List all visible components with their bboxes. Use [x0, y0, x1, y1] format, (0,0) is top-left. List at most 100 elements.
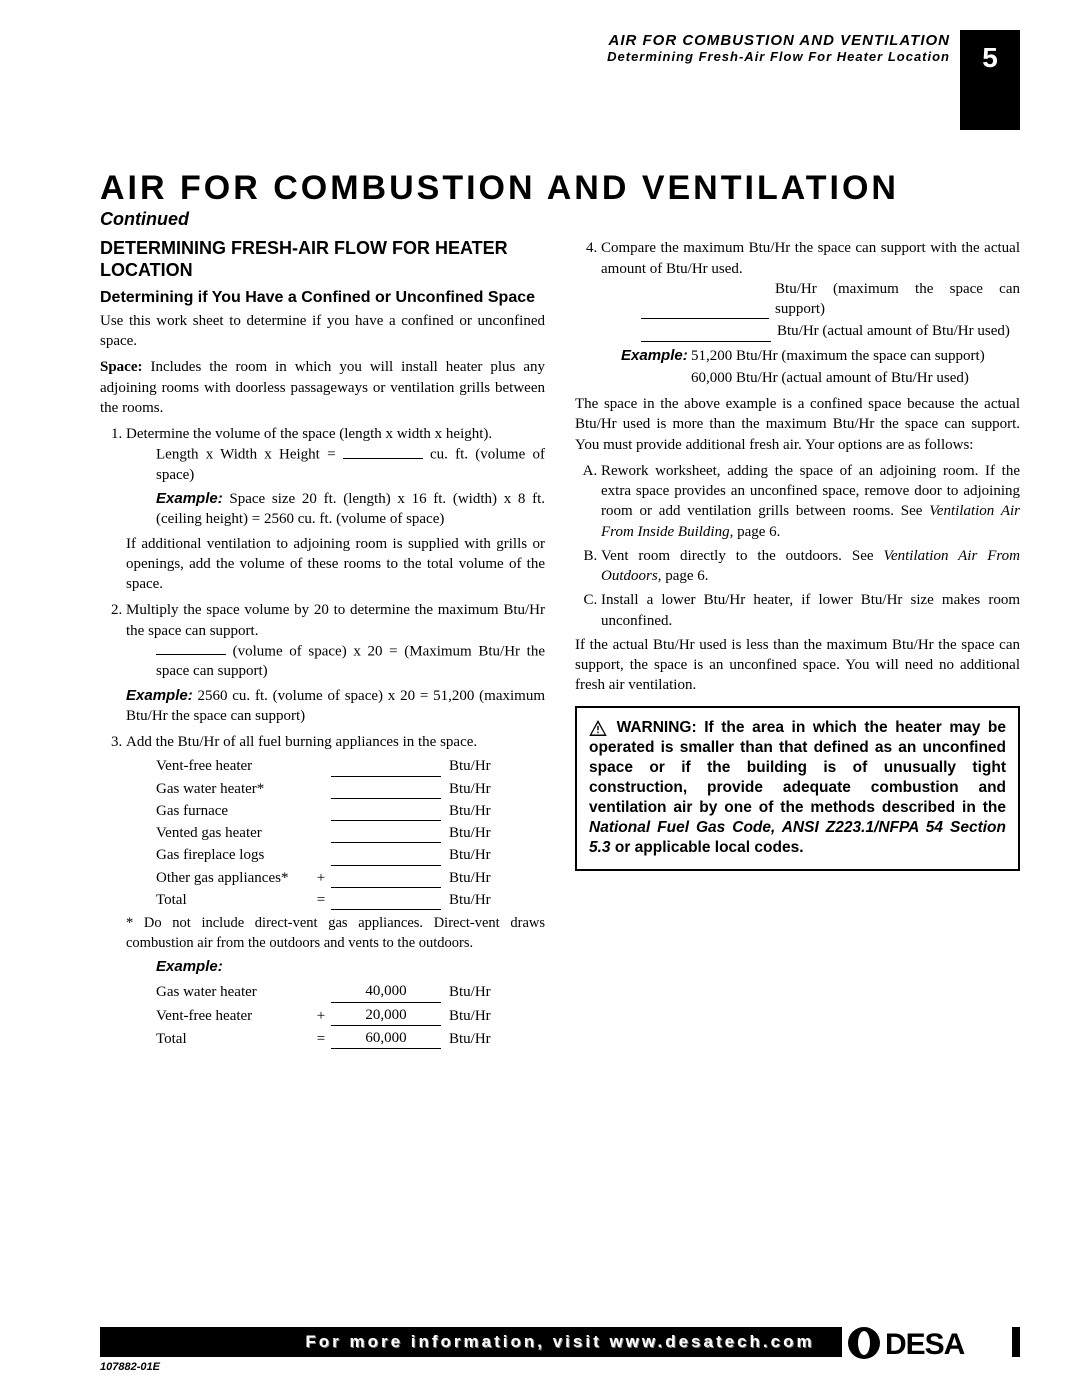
footer-text: For more information, visit www.desatech…: [305, 1332, 814, 1352]
step1-text: Determine the volume of the space (lengt…: [126, 426, 492, 442]
unit-label: Btu/Hr: [441, 779, 491, 799]
value-field[interactable]: [331, 887, 441, 888]
content-columns: DETERMINING FRESH-AIR FLOW FOR HEATER LO…: [100, 238, 1020, 1055]
step1-formula-pre: Length x Width x Height =: [156, 447, 343, 463]
btu-blank-lines: Btu/Hr (maximum the space can support) B…: [641, 279, 1020, 342]
page: AIR FOR COMBUSTION AND VENTILATION Deter…: [0, 0, 1080, 1397]
left-column: DETERMINING FRESH-AIR FLOW FOR HEATER LO…: [100, 238, 545, 1055]
table-row: Total=Btu/Hr: [156, 890, 545, 910]
brand-logo: DESA: [842, 1325, 1012, 1361]
blank-field[interactable]: [641, 341, 771, 342]
appliance-name: Total: [156, 890, 311, 910]
subsection-heading: DETERMINING FRESH-AIR FLOW FOR HEATER LO…: [100, 238, 545, 281]
appliance-name: Gas furnace: [156, 801, 311, 821]
step-2: Multiply the space volume by 20 to deter…: [126, 600, 545, 726]
appliance-name: Vent-free heater: [156, 1006, 311, 1026]
table-row: Vent-free heater+20,000Btu/Hr: [156, 1005, 545, 1026]
unit-label: Btu/Hr: [441, 1006, 491, 1026]
value-field[interactable]: [331, 820, 441, 821]
warning-text-b: or applicable local codes.: [611, 839, 804, 856]
main-title: AIR FOR COMBUSTION AND VENTILATION: [100, 170, 1020, 207]
page-number-box: 5: [960, 30, 1020, 130]
svg-text:DESA: DESA: [885, 1328, 965, 1360]
appliance-name: Vented gas heater: [156, 823, 311, 843]
table-row: Other gas appliances*+Btu/Hr: [156, 868, 545, 888]
example-line1: 51,200 Btu/Hr (maximum the space can sup…: [691, 346, 1020, 366]
option-c: Install a lower Btu/Hr heater, if lower …: [601, 590, 1020, 631]
example-label: Example:: [126, 687, 193, 704]
warning-text-a: WARNING: If the area in which the heater…: [589, 719, 1006, 817]
step2-text: Multiply the space volume by 20 to deter…: [126, 602, 545, 638]
table-row: Total=60,000Btu/Hr: [156, 1028, 545, 1049]
step3-text: Add the Btu/Hr of all fuel burning appli…: [126, 734, 477, 750]
step1-example: Example: Space size 20 ft. (length) x 16…: [156, 489, 545, 530]
step1-formula: Length x Width x Height = cu. ft. (volum…: [156, 444, 545, 485]
blank-field[interactable]: [641, 318, 769, 319]
table-row: Gas water heater40,000Btu/Hr: [156, 981, 545, 1002]
blank-field[interactable]: [156, 641, 226, 655]
value-field[interactable]: [331, 798, 441, 799]
btu-line2-text: Btu/Hr (actual amount of Btu/Hr used): [771, 321, 1010, 341]
intro-paragraph: Use this work sheet to determine if you …: [100, 311, 545, 352]
example-label: Example:: [621, 346, 691, 366]
blank-field[interactable]: [343, 444, 423, 458]
table-row: Gas furnace Btu/Hr: [156, 801, 545, 821]
step-1: Determine the volume of the space (lengt…: [126, 424, 545, 594]
table-row: Gas fireplace logsBtu/Hr: [156, 845, 545, 865]
appliance-name: Vent-free heater: [156, 756, 311, 776]
unit-label: Btu/Hr: [441, 801, 491, 821]
steps-list-cont: Compare the maximum Btu/Hr the space can…: [575, 238, 1020, 388]
warning-box: WARNING: If the area in which the heater…: [575, 706, 1020, 871]
unit-label: Btu/Hr: [441, 845, 491, 865]
value-field[interactable]: [331, 842, 441, 843]
document-id: 107882-01E: [100, 1361, 160, 1373]
header-text-block: AIR FOR COMBUSTION AND VENTILATION Deter…: [100, 30, 1020, 64]
opt-b-text-b: , page 6.: [658, 568, 709, 584]
operator: +: [311, 1006, 331, 1026]
unit-label: Btu/Hr: [441, 756, 491, 776]
example-table: Gas water heater40,000Btu/HrVent-free he…: [156, 981, 545, 1049]
appliance-name: Total: [156, 1029, 311, 1049]
value-field: 20,000: [331, 1005, 441, 1026]
option-b: Vent room directly to the outdoors. See …: [601, 546, 1020, 587]
subsubsection-heading: Determining if You Have a Confined or Un…: [100, 288, 545, 307]
right-column: Compare the maximum Btu/Hr the space can…: [575, 238, 1020, 1055]
operator: =: [311, 890, 331, 910]
example-row: 60,000 Btu/Hr (actual amount of Btu/Hr u…: [621, 368, 1020, 388]
confined-space-para: The space in the above example is a conf…: [575, 394, 1020, 455]
value-field[interactable]: [331, 776, 441, 777]
btu-line: Btu/Hr (actual amount of Btu/Hr used): [641, 321, 1020, 341]
unconfined-space-para: If the actual Btu/Hr used is less than t…: [575, 635, 1020, 696]
value-field[interactable]: [331, 865, 441, 866]
unit-label: Btu/Hr: [441, 1029, 491, 1049]
opt-b-text-a: Vent room directly to the outdoors. See: [601, 548, 883, 564]
table-row: Gas water heater* Btu/Hr: [156, 779, 545, 799]
header-subsection-title: Determining Fresh-Air Flow For Heater Lo…: [100, 49, 950, 64]
unit-label: Btu/Hr: [441, 823, 491, 843]
option-a: Rework worksheet, adding the space of an…: [601, 461, 1020, 542]
space-label: Space:: [100, 359, 143, 375]
appliance-footnote: * Do not include direct-vent gas applian…: [126, 914, 545, 953]
desa-logo-icon: DESA: [847, 1326, 1007, 1360]
step2-example: Example: 2560 cu. ft. (volume of space) …: [126, 686, 545, 727]
header-section-title: AIR FOR COMBUSTION AND VENTILATION: [100, 32, 950, 49]
table-row: Vented gas heater Btu/Hr: [156, 823, 545, 843]
space-definition: Space: Includes the room in which you wi…: [100, 357, 545, 418]
options-list: Rework worksheet, adding the space of an…: [575, 461, 1020, 631]
appliance-name: Gas water heater: [156, 982, 311, 1002]
operator: =: [311, 1029, 331, 1049]
step2-formula: (volume of space) x 20 = (Maximum Btu/Hr…: [156, 641, 545, 682]
table-row: Vent-free heater Btu/Hr: [156, 756, 545, 776]
example-label: Example:: [156, 490, 223, 507]
step1-note: If additional ventilation to adjoining r…: [126, 534, 545, 595]
btu-line1-text: Btu/Hr (maximum the space can support): [769, 279, 1020, 320]
value-field[interactable]: [331, 909, 441, 910]
step-3: Add the Btu/Hr of all fuel burning appli…: [126, 732, 545, 1049]
example-line2: 60,000 Btu/Hr (actual amount of Btu/Hr u…: [691, 368, 1020, 388]
value-field: 40,000: [331, 981, 441, 1002]
footer-bar: For more information, visit www.desatech…: [100, 1327, 1020, 1357]
appliance-name: Gas water heater*: [156, 779, 311, 799]
space-def-text: Includes the room in which you will inst…: [100, 359, 545, 416]
value-field: 60,000: [331, 1028, 441, 1049]
step4-text: Compare the maximum Btu/Hr the space can…: [601, 240, 1020, 276]
